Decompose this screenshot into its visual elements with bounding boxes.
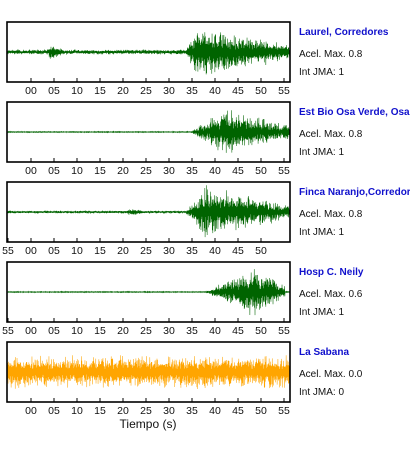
waveform-trace [6, 110, 291, 153]
x-tick-label: 30 [163, 245, 175, 257]
x-tick-label: 30 [163, 325, 175, 337]
x-tick-label: 55 [278, 325, 290, 337]
x-tick-label: 20 [117, 325, 129, 337]
x-tick-label: 55 [278, 405, 290, 417]
x-tick-label: 25 [140, 405, 152, 417]
station-panel: 55 00 05 10 15 20 25 30 35 40 45 50 55 Hosp C. Neily A… [2, 261, 364, 337]
station-name: Finca Naranjo,Corredores [299, 187, 410, 198]
jma-intensity-label: Int JMA: 0 [299, 387, 344, 398]
x-tick-label: 40 [209, 325, 221, 337]
x-tick-label: 15 [94, 165, 106, 177]
x-tick-label: 35 [186, 165, 198, 177]
panel-frame [6, 101, 291, 163]
x-tick-label: 20 [117, 165, 129, 177]
x-tick-label: 00 [25, 165, 37, 177]
waveform-trace [6, 355, 291, 390]
panel-frame [6, 21, 291, 83]
x-tick-label: 00 [25, 245, 37, 257]
x-tick-label: 15 [94, 325, 106, 337]
x-tick-label: 10 [71, 85, 83, 97]
station-name: Laurel, Corredores [299, 27, 389, 38]
x-tick-label: 25 [140, 245, 152, 257]
x-tick-label: 50 [255, 325, 267, 337]
x-tick-label: 35 [186, 245, 198, 257]
panel-frame [6, 261, 291, 323]
x-tick-label: 50 [255, 245, 267, 257]
station-panel: 00 05 10 15 20 25 30 35 40 45 50 55 Laurel, Corredor… [6, 21, 389, 97]
station-name: Est Bio Osa Verde, Osa [299, 107, 410, 118]
x-tick-label: 05 [48, 325, 60, 337]
x-tick-label: 40 [209, 245, 221, 257]
x-tick-label: 05 [48, 85, 60, 97]
x-tick-label: 55 [2, 325, 14, 337]
x-tick-label: 15 [94, 245, 106, 257]
x-tick-label: 00 [25, 405, 37, 417]
waveform-trace [6, 32, 291, 75]
station-name: Hosp C. Neily [299, 267, 364, 278]
jma-intensity-label: Int JMA: 1 [299, 67, 344, 78]
x-tick-label: 50 [255, 405, 267, 417]
x-tick-label: 10 [71, 405, 83, 417]
x-tick-label: 40 [209, 405, 221, 417]
x-tick-label: 55 [2, 245, 14, 257]
x-tick-label: 20 [117, 245, 129, 257]
waveform-trace [6, 269, 291, 316]
x-tick-label: 20 [117, 85, 129, 97]
x-tick-label: 05 [48, 165, 60, 177]
x-tick-label: 30 [163, 85, 175, 97]
max-acceleration-label: Acel. Max. 0.8 [299, 49, 363, 60]
x-tick-label: 55 [278, 165, 290, 177]
max-acceleration-label: Acel. Max. 0.6 [299, 289, 363, 300]
x-tick-label: 55 [278, 85, 290, 97]
x-tick-label: 35 [186, 325, 198, 337]
x-tick-label: 25 [140, 325, 152, 337]
station-name: La Sabana [299, 347, 349, 358]
x-tick-label: 00 [25, 85, 37, 97]
x-tick-label: 15 [94, 85, 106, 97]
panel-frame [6, 341, 291, 403]
x-tick-label: 50 [255, 85, 267, 97]
x-tick-label: 45 [232, 405, 244, 417]
x-tick-label: 40 [209, 165, 221, 177]
panel-frame [6, 181, 291, 243]
jma-intensity-label: Int JMA: 1 [299, 147, 344, 158]
x-tick-label: 25 [140, 165, 152, 177]
x-axis-title: Tiempo (s) [120, 417, 177, 431]
x-tick-label: 30 [163, 405, 175, 417]
x-tick-label: 35 [186, 405, 198, 417]
x-tick-label: 45 [232, 85, 244, 97]
x-tick-label: 00 [25, 325, 37, 337]
max-acceleration-label: Acel. Max. 0.8 [299, 209, 363, 220]
max-acceleration-label: Acel. Max. 0.8 [299, 129, 363, 140]
x-tick-label: 45 [232, 325, 244, 337]
x-tick-label: 35 [186, 85, 198, 97]
station-panel: 00 05 10 15 20 25 30 35 40 45 50 55 Est Bio Osa Verd… [6, 101, 410, 177]
x-tick-label: 50 [255, 165, 267, 177]
x-tick-label: 30 [163, 165, 175, 177]
x-tick-label: 45 [232, 165, 244, 177]
x-tick-label: 45 [232, 245, 244, 257]
x-tick-label: 40 [209, 85, 221, 97]
x-tick-label: 25 [140, 85, 152, 97]
x-tick-label: 05 [48, 245, 60, 257]
x-tick-label: 10 [71, 245, 83, 257]
waveform-trace [6, 185, 291, 238]
station-panel: 55 00 05 10 15 20 25 30 35 40 45 50 Finca Naranjo,Co… [2, 181, 410, 257]
x-tick-label: 10 [71, 325, 83, 337]
x-tick-label: 05 [48, 405, 60, 417]
x-tick-label: 20 [117, 405, 129, 417]
jma-intensity-label: Int JMA: 1 [299, 227, 344, 238]
panels-group: 00 05 10 15 20 25 30 35 40 45 50 55 Laurel, Corredor… [2, 21, 410, 417]
station-panel: 00 05 10 15 20 25 30 35 40 45 50 55 La Sabana Acel. M… [6, 341, 363, 417]
x-tick-label: 15 [94, 405, 106, 417]
jma-intensity-label: Int JMA: 1 [299, 307, 344, 318]
max-acceleration-label: Acel. Max. 0.0 [299, 369, 363, 380]
x-tick-label: 10 [71, 165, 83, 177]
